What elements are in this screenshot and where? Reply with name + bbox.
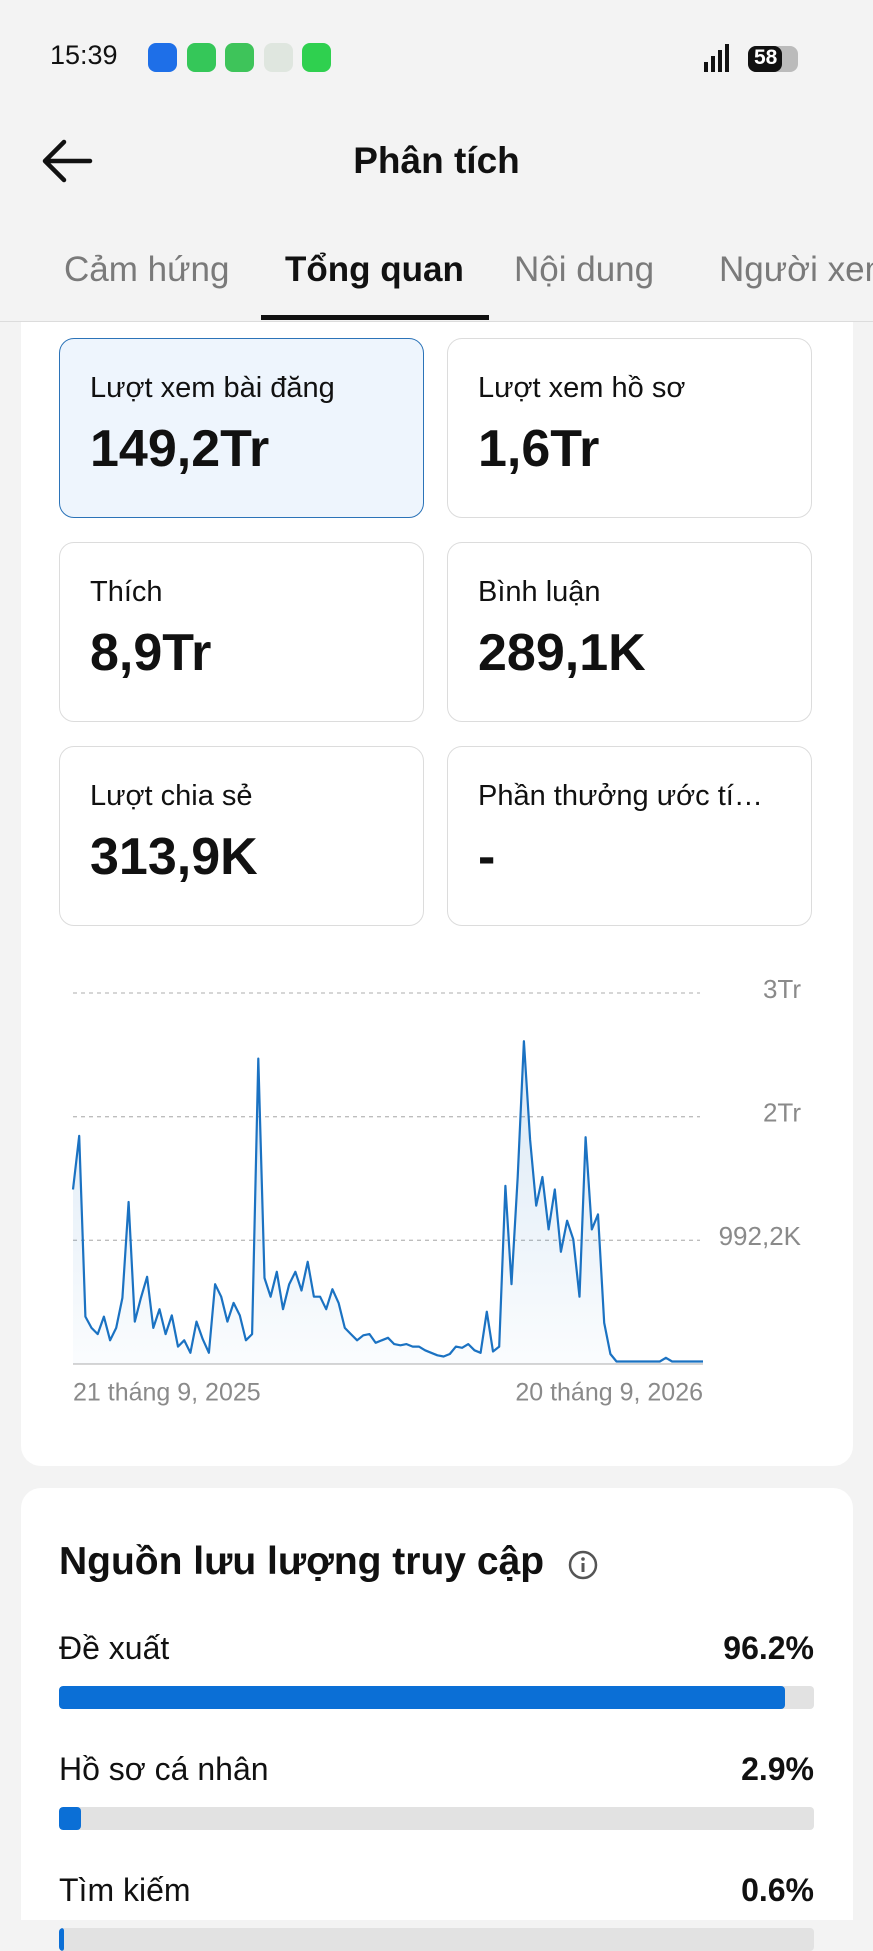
tab[interactable]: Tổng quan bbox=[285, 250, 464, 289]
source-label: Hồ sơ cá nhân bbox=[59, 1751, 269, 1787]
x-tick-label: 21 tháng 9, 2025 bbox=[73, 1379, 261, 1407]
stat-value: 289,1K bbox=[478, 624, 646, 682]
line bbox=[71, 1040, 703, 1363]
source-value: 0.6% bbox=[741, 1872, 814, 1908]
x-tick-label: 20 tháng 9, 2026 bbox=[515, 1379, 703, 1407]
stat-card[interactable]: Lượt xem hồ sơ 1,6Tr bbox=[447, 338, 812, 518]
source-label: Tìm kiếm bbox=[59, 1872, 191, 1908]
stat-value: 313,9K bbox=[90, 828, 258, 886]
status-icon bbox=[264, 43, 293, 72]
status-icon bbox=[187, 43, 216, 72]
stat-value: 149,2Tr bbox=[90, 420, 270, 478]
area bbox=[73, 1041, 703, 1364]
y-tick-label: 992,2K bbox=[719, 1221, 802, 1251]
source-track bbox=[59, 1807, 814, 1830]
source-value: 96.2% bbox=[723, 1630, 814, 1666]
tab-bar: Cảm hứng Tổng quan Nội dung Người xem bbox=[0, 250, 873, 310]
stat-value: 1,6Tr bbox=[478, 420, 600, 478]
divider bbox=[0, 321, 873, 322]
y-tick-label: 2Tr bbox=[763, 1098, 801, 1128]
back-button[interactable] bbox=[40, 136, 94, 186]
stat-card[interactable]: Lượt chia sẻ 313,9K bbox=[59, 746, 424, 926]
page-title: Phân tích bbox=[353, 140, 520, 181]
y-tick-label: 3Tr bbox=[763, 974, 801, 1004]
section-title: Nguồn lưu lượng truy cập bbox=[59, 1540, 545, 1583]
status-icon bbox=[302, 43, 331, 72]
tab-indicator bbox=[261, 315, 489, 320]
stat-card[interactable]: Thích 8,9Tr bbox=[59, 542, 424, 722]
stat-card[interactable]: Phần thưởng ước tí… - bbox=[447, 746, 812, 926]
status-icon bbox=[225, 43, 254, 72]
status-signal bbox=[704, 44, 798, 72]
status-icon bbox=[148, 43, 177, 72]
info-icon[interactable] bbox=[567, 1549, 599, 1581]
source-track bbox=[59, 1928, 814, 1951]
stat-card[interactable]: Bình luận 289,1K bbox=[447, 542, 812, 722]
source-value: 2.9% bbox=[741, 1751, 814, 1787]
stat-label: Lượt xem bài đăng bbox=[90, 372, 335, 404]
stat-label: Phần thưởng ước tí… bbox=[478, 780, 763, 812]
stat-label: Thích bbox=[90, 576, 163, 608]
source-bar bbox=[59, 1686, 786, 1709]
status-time: 15:39 bbox=[50, 40, 118, 70]
stat-label: Lượt xem hồ sơ bbox=[478, 372, 686, 404]
tab[interactable]: Người xem bbox=[719, 250, 873, 289]
stat-label: Lượt chia sẻ bbox=[90, 780, 253, 812]
source-track bbox=[59, 1686, 814, 1709]
source-bar bbox=[59, 1928, 64, 1951]
stat-card[interactable]: Lượt xem bài đăng 149,2Tr bbox=[59, 338, 424, 518]
battery-level: 58 bbox=[754, 46, 778, 69]
tab[interactable]: Nội dung bbox=[514, 250, 655, 289]
stat-label: Bình luận bbox=[478, 576, 601, 608]
stat-value: - bbox=[478, 828, 496, 886]
tab[interactable]: Cảm hứng bbox=[64, 250, 230, 289]
stat-value: 8,9Tr bbox=[90, 624, 212, 682]
source-label: Đề xuất bbox=[59, 1630, 170, 1666]
views-chart: 992,2K 2Tr 3Tr 21 tháng 9, 2025 20 tháng 9, … bbox=[71, 974, 802, 1407]
source-bar bbox=[59, 1807, 81, 1830]
